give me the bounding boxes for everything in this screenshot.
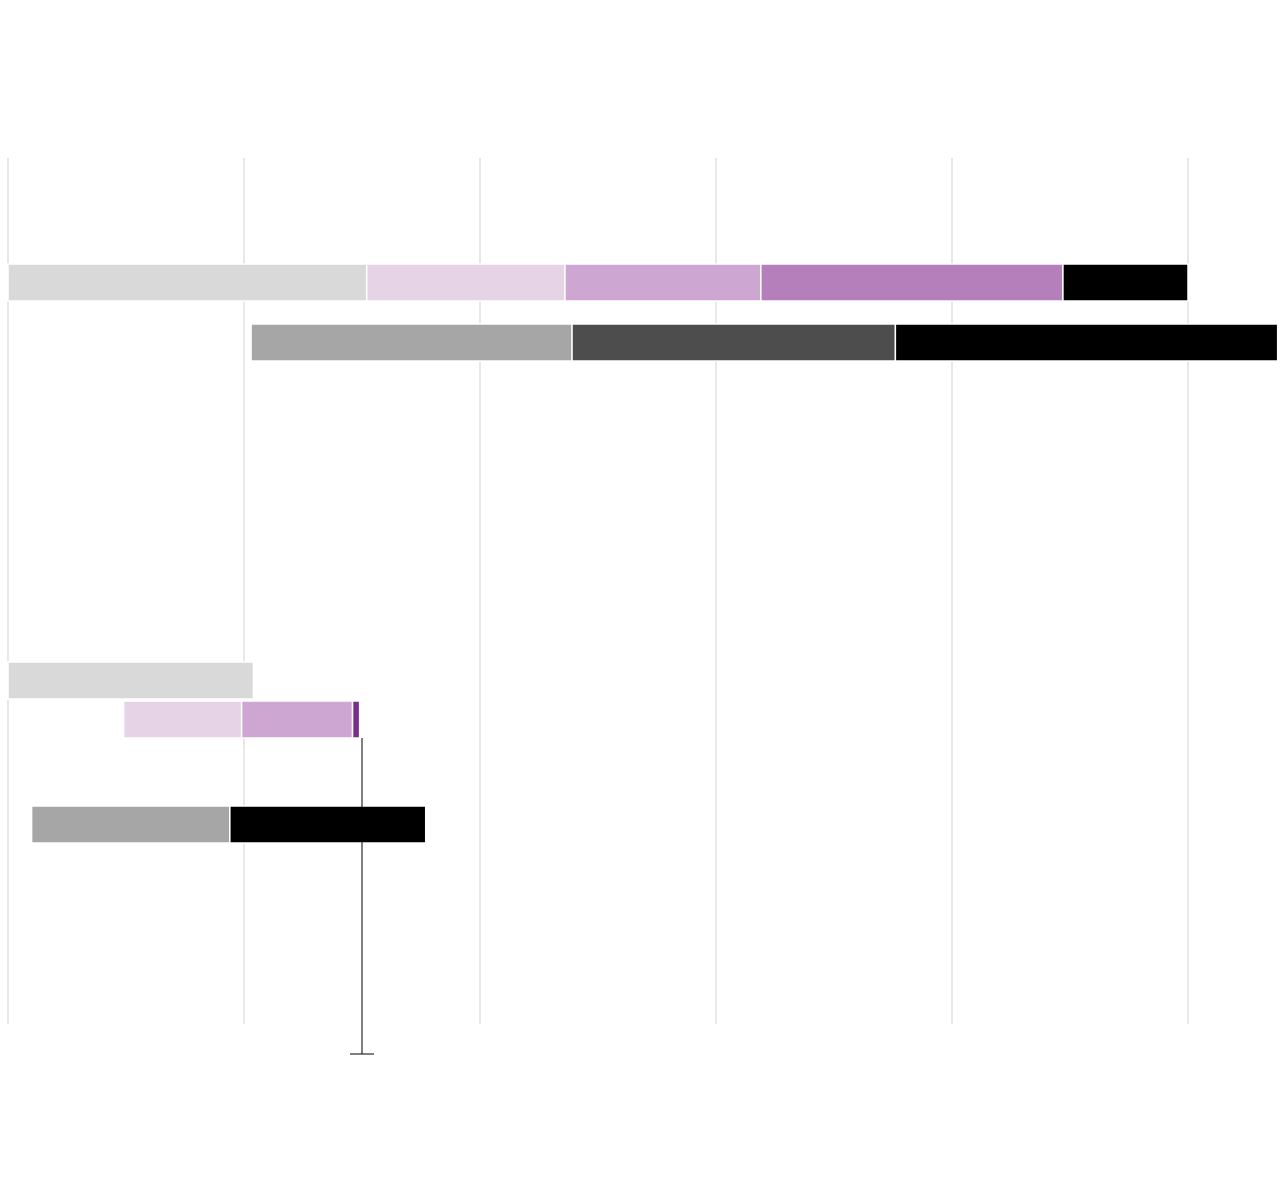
bar-segment [894, 323, 1279, 362]
bar-segment [365, 263, 566, 302]
bar-segment [571, 323, 897, 362]
bar-segment [564, 263, 762, 302]
bar-segment [250, 323, 573, 362]
bar-segment [1062, 263, 1189, 302]
bar-segment [122, 700, 243, 739]
bar-segment [351, 700, 361, 739]
bar-segment [7, 263, 368, 302]
bar-segment [229, 805, 427, 844]
bar-segment [7, 661, 255, 700]
bar-segment [30, 805, 231, 844]
bar-segment [760, 263, 1064, 302]
bar-segment [240, 700, 354, 739]
